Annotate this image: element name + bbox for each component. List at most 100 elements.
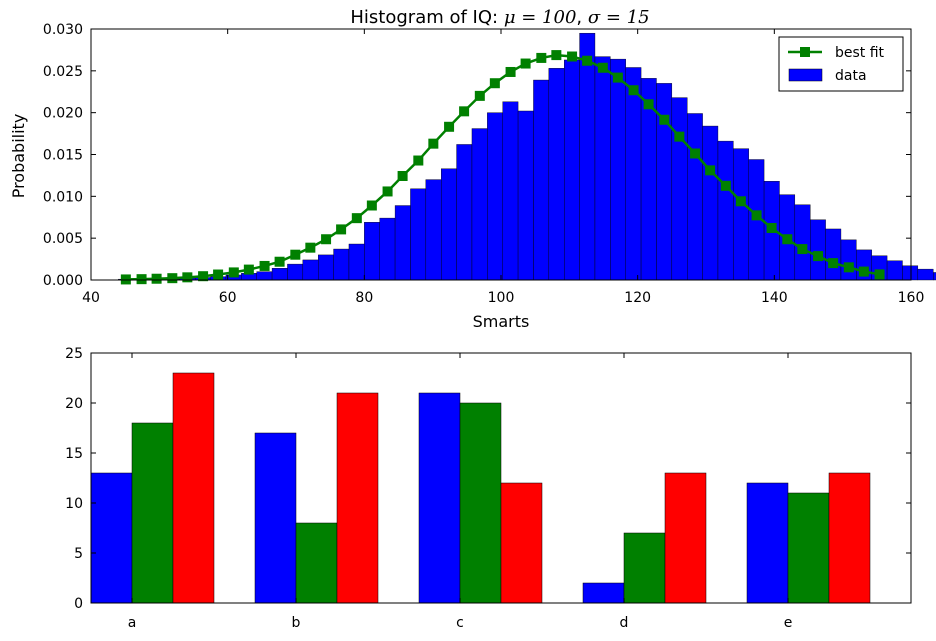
best-fit-marker (243, 264, 254, 275)
grouped-bar (459, 402, 502, 604)
histogram-bar (348, 243, 365, 281)
histogram-bar (579, 32, 596, 281)
grouped-bar (418, 392, 461, 604)
histogram-bar (302, 259, 319, 281)
histogram-bar (318, 254, 334, 281)
best-fit-marker (797, 244, 808, 255)
best-fit-marker (413, 155, 424, 166)
histogram-bar (794, 204, 811, 281)
grouped-bar (746, 482, 789, 604)
best-fit-marker (813, 251, 824, 262)
bar-y-tick-label: 5 (74, 546, 83, 562)
y-tick-label: 0.015 (43, 148, 83, 164)
best-fit-marker (382, 186, 393, 197)
best-fit-marker (474, 90, 485, 101)
grouped-bar (664, 472, 707, 604)
best-fit-marker (843, 262, 854, 273)
best-fit-marker (628, 85, 639, 96)
bar-y-tick-label: 20 (65, 396, 83, 412)
histogram-bar (625, 67, 642, 281)
best-fit-marker (612, 72, 623, 83)
best-fit-marker (720, 180, 731, 191)
best-fit-marker (751, 210, 762, 221)
grouped-bar (582, 582, 625, 604)
best-fit-marker (136, 274, 147, 285)
best-fit-marker (674, 131, 685, 142)
bar-y-tick-label: 0 (74, 596, 83, 612)
histogram-bar (394, 205, 411, 281)
histogram-bar (594, 56, 611, 281)
best-fit-marker (351, 213, 362, 224)
histogram-chart: Histogram of IQ: μ = 100, σ = 15 40 60 80 1… (9, 7, 936, 331)
histogram-y-ticks: 0.000 0.005 0.010 0.015 0.020 0.025 0.030 (43, 22, 911, 289)
grouped-bar (172, 372, 215, 604)
bar-y-tick-label: 10 (65, 496, 83, 512)
best-fit-marker (766, 222, 777, 233)
best-fit-marker (321, 234, 332, 245)
y-tick-label: 0.010 (43, 189, 83, 205)
x-tick-label: 140 (761, 290, 788, 306)
bar-x-tick-label: a (128, 615, 137, 631)
grouped-bar (90, 472, 133, 604)
histogram-bar (687, 113, 703, 281)
histogram-bar (456, 144, 473, 281)
y-tick-label: 0.025 (43, 64, 83, 80)
best-fit-marker (567, 51, 578, 62)
bar-x-tick-label: d (620, 615, 629, 631)
histogram-bar (702, 125, 719, 281)
best-fit-marker (858, 266, 869, 277)
x-tick-label: 60 (219, 290, 237, 306)
bar-y-tick-label: 25 (65, 346, 83, 362)
bar-x-tick-label: b (292, 615, 301, 631)
histogram-bar (333, 248, 350, 281)
histogram-bar (441, 168, 457, 281)
bar-y-tick-label: 15 (65, 446, 83, 462)
best-fit-marker (274, 256, 285, 267)
y-tick-label: 0.005 (43, 231, 83, 247)
bar-x-tick-label: e (784, 615, 793, 631)
best-fit-marker (551, 50, 562, 61)
grouped-bar (828, 472, 871, 604)
y-axis-label: Probability (9, 114, 28, 199)
grouped-bar (623, 532, 666, 604)
histogram-bar (733, 148, 749, 281)
grouped-bar (787, 492, 830, 604)
histogram-bar (825, 228, 842, 281)
histogram-bar (933, 272, 936, 281)
best-fit-marker (459, 106, 470, 117)
grouped-bar (500, 482, 543, 604)
grouped-bar (295, 522, 338, 604)
histogram-bar (425, 179, 442, 281)
histogram-bar (471, 128, 488, 281)
best-fit-marker (643, 99, 654, 110)
legend-best-fit-label: best fit (835, 45, 885, 61)
best-fit-marker (536, 52, 547, 63)
histogram-bar (502, 101, 519, 281)
best-fit-series (120, 50, 885, 285)
bar-plot-frame (90, 352, 912, 604)
best-fit-marker (874, 269, 885, 280)
legend-data-swatch (788, 68, 823, 82)
grouped-bar (254, 432, 297, 604)
grouped-bar (336, 392, 379, 604)
histogram-bar (271, 268, 288, 281)
best-fit-marker (182, 272, 193, 283)
histogram-bar (287, 263, 304, 281)
x-tick-label: 100 (488, 290, 515, 306)
histogram-bar (533, 79, 550, 281)
histogram-bar (810, 219, 826, 281)
y-tick-label: 0.030 (43, 22, 83, 38)
best-fit-marker (705, 165, 716, 176)
x-tick-label: 80 (355, 290, 373, 306)
histogram-bar (517, 110, 534, 281)
legend-box (778, 36, 904, 92)
best-fit-marker (582, 55, 593, 66)
histogram-bar (564, 59, 580, 281)
best-fit-marker (167, 273, 178, 284)
x-tick-label: 40 (82, 290, 100, 306)
best-fit-marker (305, 242, 316, 253)
best-fit-marker (659, 114, 670, 125)
y-tick-label: 0.000 (43, 273, 83, 289)
best-fit-marker (828, 258, 839, 269)
